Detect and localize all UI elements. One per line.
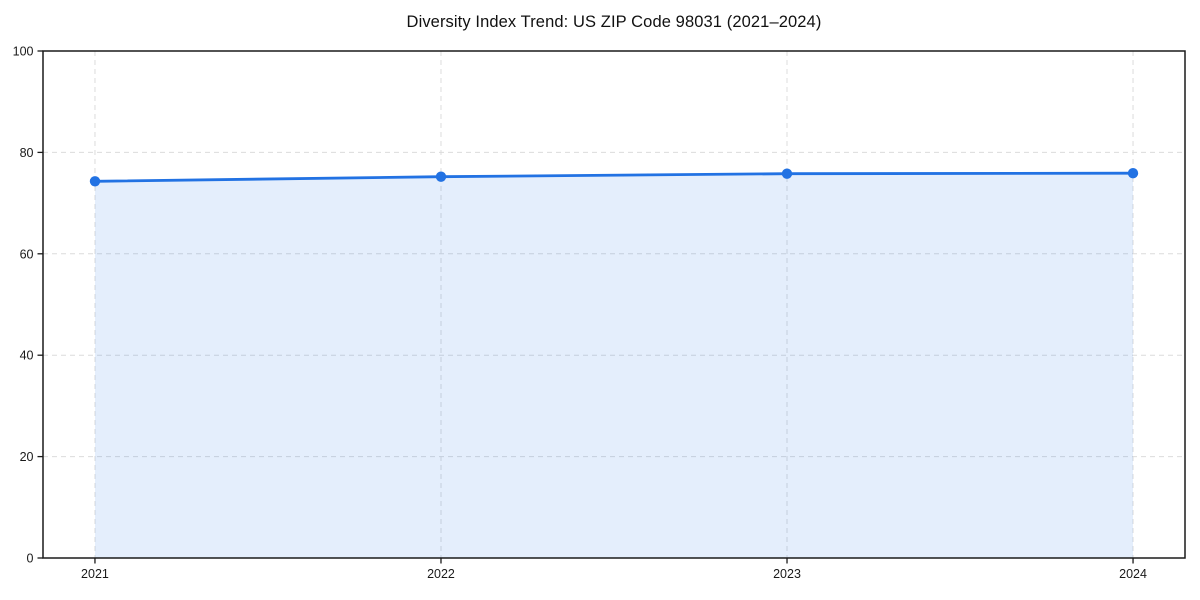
y-tick-label: 20 (20, 450, 34, 464)
data-point-2024 (1127, 168, 1139, 179)
y-tick-label: 60 (20, 247, 34, 261)
data-point-2022 (435, 171, 447, 182)
x-tick-label: 2023 (773, 567, 801, 581)
area-fill (95, 173, 1133, 558)
chart-title: Diversity Index Trend: US ZIP Code 98031… (406, 13, 822, 31)
x-tick-label: 2021 (81, 567, 109, 581)
y-tick-label: 80 (20, 146, 34, 160)
x-tick-label: 2022 (427, 567, 455, 581)
data-point-2023 (781, 168, 793, 179)
y-tick-label: 40 (20, 349, 34, 363)
trend-line (93, 171, 1135, 183)
plot-border (42, 50, 1186, 559)
x-tick-label: 2024 (1119, 567, 1147, 581)
data-point-2021 (89, 176, 101, 187)
y-tick-label: 100 (13, 45, 34, 59)
y-tick-label: 0 (27, 552, 34, 566)
